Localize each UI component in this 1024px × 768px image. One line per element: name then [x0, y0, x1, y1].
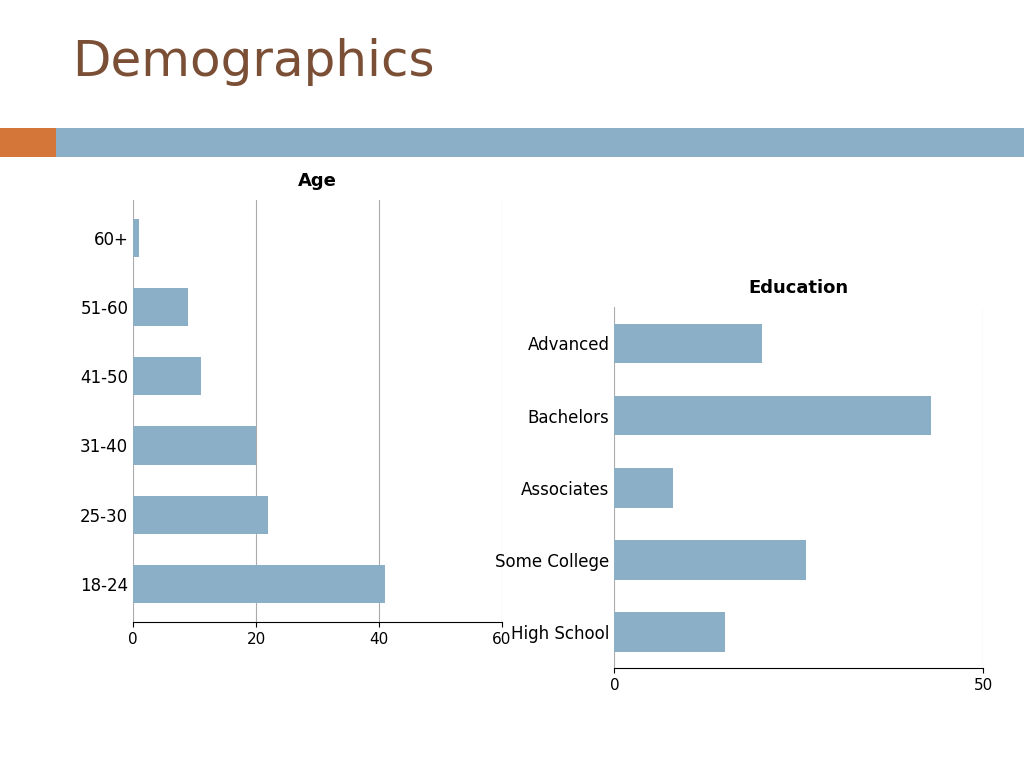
- Bar: [614, 540, 806, 580]
- Bar: [133, 219, 139, 257]
- Bar: [133, 357, 201, 396]
- Bar: [614, 612, 725, 652]
- Bar: [133, 288, 188, 326]
- Bar: [614, 323, 762, 363]
- Title: Age: Age: [298, 172, 337, 190]
- Bar: [614, 468, 674, 508]
- Text: Demographics: Demographics: [72, 38, 434, 87]
- Bar: [614, 396, 932, 435]
- Bar: [133, 564, 385, 603]
- Bar: [133, 495, 268, 534]
- Bar: [133, 426, 256, 465]
- Title: Education: Education: [749, 280, 849, 297]
